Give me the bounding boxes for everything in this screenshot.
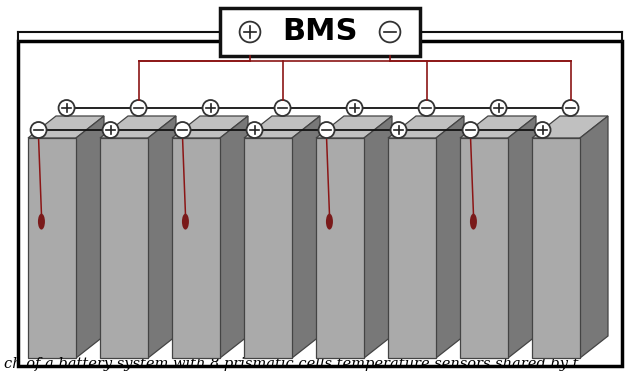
Circle shape (491, 100, 507, 116)
Polygon shape (508, 116, 536, 358)
Ellipse shape (470, 214, 477, 230)
Circle shape (239, 21, 260, 42)
Polygon shape (100, 138, 148, 358)
Polygon shape (172, 138, 220, 358)
Circle shape (131, 100, 147, 116)
Polygon shape (316, 116, 392, 138)
Circle shape (59, 100, 74, 116)
Polygon shape (244, 138, 292, 358)
Circle shape (390, 122, 406, 138)
Polygon shape (76, 116, 104, 358)
Circle shape (319, 122, 335, 138)
Polygon shape (28, 138, 76, 358)
Text: BMS: BMS (282, 18, 358, 47)
Text: ch of a battery system with 8 prismatic cells temperature sensors shared by t: ch of a battery system with 8 prismatic … (4, 357, 579, 371)
Circle shape (31, 122, 47, 138)
Circle shape (102, 122, 118, 138)
Circle shape (275, 100, 291, 116)
Circle shape (463, 122, 479, 138)
Polygon shape (532, 138, 580, 358)
Polygon shape (148, 116, 176, 358)
Polygon shape (460, 116, 536, 138)
Polygon shape (316, 138, 364, 358)
Circle shape (534, 122, 550, 138)
Circle shape (246, 122, 262, 138)
Ellipse shape (182, 214, 189, 230)
Polygon shape (436, 116, 464, 358)
Polygon shape (244, 116, 320, 138)
Polygon shape (460, 138, 508, 358)
Circle shape (347, 100, 362, 116)
Circle shape (202, 100, 219, 116)
Circle shape (419, 100, 435, 116)
Circle shape (175, 122, 191, 138)
Polygon shape (364, 116, 392, 358)
Polygon shape (292, 116, 320, 358)
Circle shape (563, 100, 579, 116)
Polygon shape (532, 116, 608, 138)
Polygon shape (388, 138, 436, 358)
Ellipse shape (326, 214, 333, 230)
Polygon shape (580, 116, 608, 358)
Ellipse shape (38, 214, 45, 230)
Polygon shape (28, 116, 104, 138)
FancyBboxPatch shape (220, 8, 420, 56)
Circle shape (380, 21, 401, 42)
Polygon shape (220, 116, 248, 358)
Polygon shape (388, 116, 464, 138)
Polygon shape (100, 116, 176, 138)
Polygon shape (172, 116, 248, 138)
